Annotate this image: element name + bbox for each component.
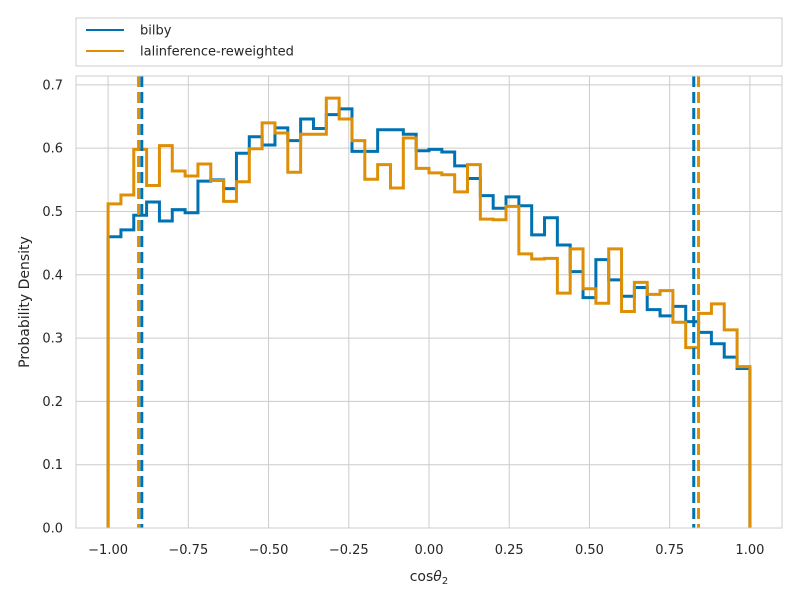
x-tick-label: −0.50 [249,543,289,558]
y-axis-label: Probability Density [17,236,33,368]
x-tick-label: 0.50 [575,543,604,558]
y-tick-label: 0.2 [42,395,63,410]
x-tick-label: −0.25 [329,543,369,558]
x-tick-label: 1.00 [735,543,764,558]
x-axis-label-main: cos [410,569,434,585]
y-tick-label: 0.7 [42,78,63,93]
credible-interval-lines [137,76,701,528]
y-axis-ticks: 0.0 0.1 0.2 0.3 0.4 0.5 0.6 0.7 [42,78,63,536]
y-tick-label: 0.0 [42,522,63,537]
y-tick-label: 0.1 [42,458,63,473]
y-tick-label: 0.6 [42,142,63,157]
x-axis-label-symbol: θ [433,569,442,585]
x-tick-label: −1.00 [88,543,128,558]
y-tick-label: 0.5 [42,205,63,220]
y-tick-label: 0.3 [42,332,63,347]
legend: bilby lalinference-reweighted [75,17,783,67]
x-tick-label: 0.75 [655,543,684,558]
x-axis-ticks: −1.00 −0.75 −0.50 −0.25 0.00 0.25 0.50 0.75 1.00 [88,543,764,558]
legend-label-bilby: bilby [140,24,172,39]
series-step-1 [106,96,752,528]
x-axis-label-sub: 2 [442,576,448,587]
x-tick-label: 0.25 [495,543,524,558]
x-tick-label: 0.00 [415,543,444,558]
y-tick-label: 0.4 [42,268,63,283]
series-layer [106,96,752,528]
legend-box [75,17,783,67]
x-tick-label: −0.75 [168,543,208,558]
x-axis-label: cosθ2 [410,569,449,587]
legend-label-lalinference: lalinference-reweighted [140,45,294,60]
plot-frame [75,75,783,529]
